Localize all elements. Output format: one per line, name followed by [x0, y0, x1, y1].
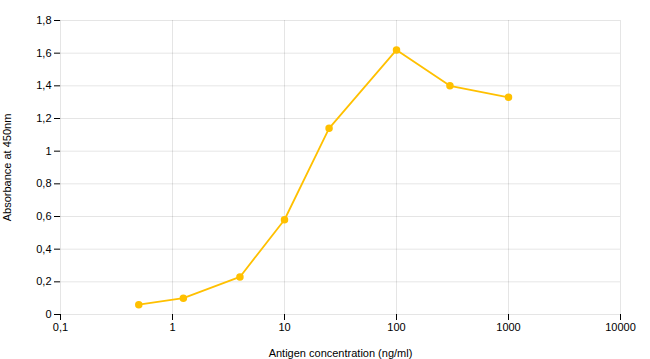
svg-text:1,4: 1,4: [36, 79, 51, 91]
svg-text:10: 10: [278, 321, 290, 333]
svg-text:0,4: 0,4: [36, 243, 51, 255]
svg-text:1000: 1000: [496, 321, 520, 333]
svg-text:0,8: 0,8: [36, 177, 51, 189]
svg-text:100: 100: [387, 321, 405, 333]
svg-text:0,6: 0,6: [36, 210, 51, 222]
svg-text:Antigen concentration (ng/ml): Antigen concentration (ng/ml): [269, 347, 413, 359]
svg-text:10000: 10000: [605, 321, 636, 333]
svg-text:Absorbance at 450nm: Absorbance at 450nm: [1, 114, 13, 222]
svg-text:0,2: 0,2: [36, 275, 51, 287]
svg-text:1,6: 1,6: [36, 47, 51, 59]
svg-text:0: 0: [45, 308, 51, 320]
svg-text:0,1: 0,1: [53, 321, 68, 333]
svg-text:1: 1: [45, 145, 51, 157]
svg-text:1,2: 1,2: [36, 112, 51, 124]
svg-text:1: 1: [169, 321, 175, 333]
svg-text:1,8: 1,8: [36, 14, 51, 26]
